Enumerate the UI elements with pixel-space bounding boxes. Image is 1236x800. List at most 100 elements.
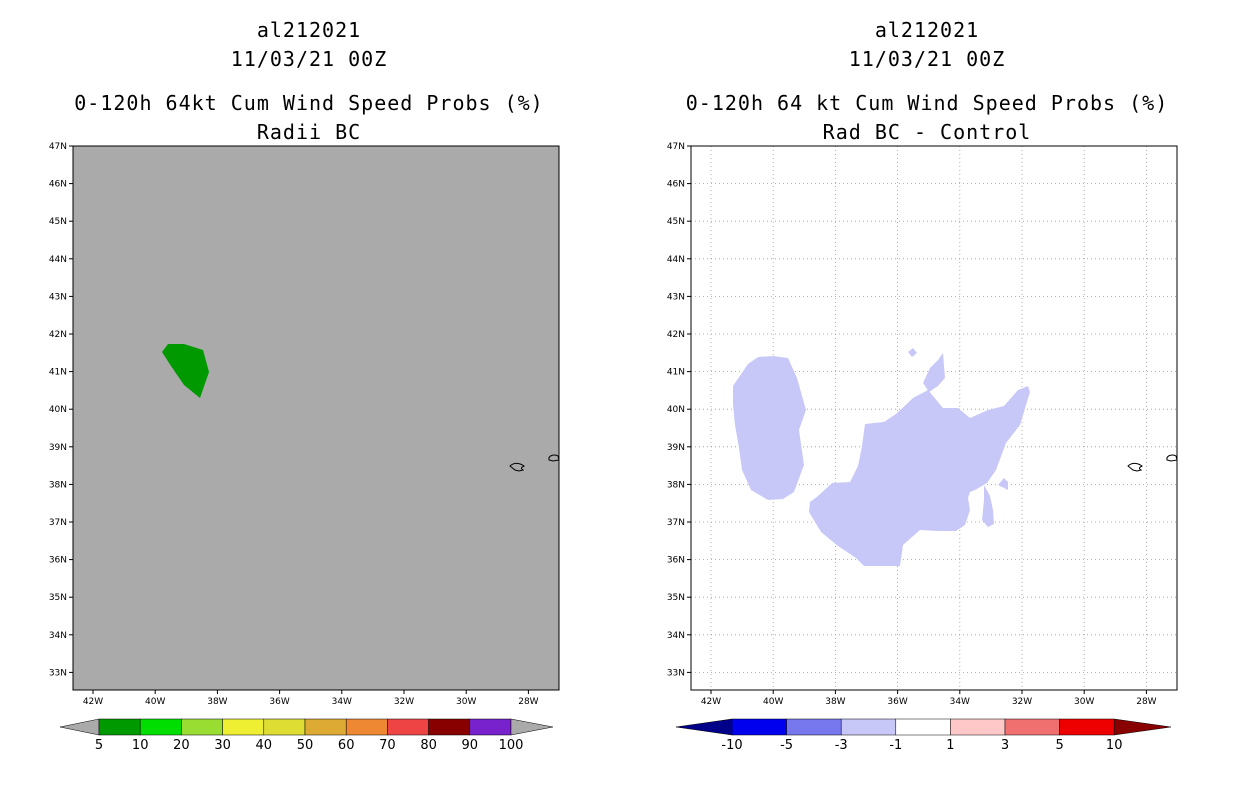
storm-id: al212021 [874, 18, 980, 42]
lat-label: 44N [667, 255, 685, 265]
date-time: 11/03/21 00Z [230, 47, 388, 71]
lat-label: 43N [49, 292, 67, 302]
island-coastline [548, 454, 560, 462]
colorbar-segment [895, 718, 951, 736]
lat-label: 37N [49, 518, 67, 528]
lon-label: 42W [83, 697, 103, 707]
lat-label: 45N [667, 217, 685, 227]
lat-label: 42N [667, 330, 685, 340]
lat-label: 47N [667, 142, 685, 152]
lon-label: 28W [1136, 697, 1156, 707]
colorbar-low-arrow [59, 718, 100, 736]
difference-area [733, 356, 806, 500]
lat-label: 46N [49, 180, 67, 190]
product-subtitle: Radii BC [256, 120, 362, 144]
right-colorbar: -10 -5 -3 -1 1 3 5 10 [675, 718, 1172, 753]
difference-area [998, 478, 1008, 490]
colorbar-low-arrow [675, 718, 733, 736]
difference-area [982, 485, 994, 527]
lon-label: 38W [207, 697, 227, 707]
lat-label: 42N [49, 330, 67, 340]
colorbar-label: 3 [1001, 738, 1009, 753]
lon-label: 36W [887, 697, 907, 707]
colorbar-label: 60 [338, 738, 355, 753]
colorbar-label: 90 [462, 738, 479, 753]
lon-label: 30W [456, 697, 476, 707]
product-title: 0-120h 64 kt Cum Wind Speed Probs (%) [685, 91, 1169, 115]
colorbar-label: 30 [214, 738, 231, 753]
colorbar-segment [98, 718, 141, 736]
lat-label: 39N [667, 443, 685, 453]
lat-label: 35N [667, 593, 685, 603]
difference-area [908, 348, 917, 357]
left-panel: al212021 11/03/21 00Z 0-120h 64kt Cum Wi… [49, 18, 560, 753]
lat-label: 45N [49, 217, 67, 227]
lat-label: 47N [49, 142, 67, 152]
lat-label: 38N [49, 480, 67, 490]
map-frame [72, 145, 560, 691]
lon-label: 32W [1012, 697, 1032, 707]
colorbar-label: 5 [1055, 738, 1063, 753]
lon-label: 30W [1074, 697, 1094, 707]
lon-label: 42W [701, 697, 721, 707]
colorbar-segment [222, 718, 265, 736]
colorbar-segment [387, 718, 429, 736]
colorbar-segment [731, 718, 787, 736]
map-frame [690, 145, 1178, 691]
lat-label: 37N [667, 518, 685, 528]
lon-label: 34W [950, 697, 970, 707]
difference-area [809, 386, 1030, 566]
colorbar-high-arrow [1113, 718, 1172, 736]
lon-label: 28W [518, 697, 538, 707]
lat-label: 39N [49, 443, 67, 453]
storm-id: al212021 [256, 18, 362, 42]
lat-label: 33N [49, 668, 67, 678]
colorbar-segment [840, 718, 897, 736]
colorbar-label: 10 [1106, 738, 1123, 753]
lat-label: 43N [667, 292, 685, 302]
lon-label: 36W [269, 697, 289, 707]
colorbar-segment [139, 718, 182, 736]
lat-label: 46N [667, 180, 685, 190]
colorbar-label: -10 [721, 738, 742, 753]
colorbar-segment [1004, 718, 1060, 736]
lon-label: 32W [394, 697, 414, 707]
colorbar-label: -1 [889, 738, 902, 753]
colorbar-segment [1059, 718, 1115, 736]
island-coastline [1127, 462, 1143, 472]
colorbar-segment [304, 718, 347, 736]
colorbar-segment [263, 718, 306, 736]
lat-label: 40N [49, 405, 67, 415]
lat-label: 36N [49, 556, 67, 566]
colorbar-segment [950, 718, 1006, 736]
colorbar-label: 40 [256, 738, 273, 753]
lat-label: 34N [667, 631, 685, 641]
product-title: 0-120h 64kt Cum Wind Speed Probs (%) [74, 91, 544, 115]
right-panel: al212021 11/03/21 00Z 0-120h 64 kt Cum W… [618, 0, 1236, 800]
left-colorbar: 5 10 20 30 40 50 60 70 80 90 100 [59, 718, 554, 753]
lat-label: 35N [49, 593, 67, 603]
colorbar-label: 70 [379, 738, 396, 753]
lat-label: 36N [667, 556, 685, 566]
island-coastline [509, 462, 525, 472]
date-time: 11/03/21 00Z [848, 47, 1006, 71]
colorbar-label: 100 [499, 738, 524, 753]
colorbar-label: 1 [946, 738, 954, 753]
colorbar-segment [469, 718, 512, 736]
lat-label: 41N [49, 368, 67, 378]
colorbar-segment [786, 718, 842, 736]
colorbar-segment [345, 718, 388, 736]
probability-area [162, 344, 209, 398]
colorbar-label: 80 [420, 738, 437, 753]
colorbar-segment [428, 718, 471, 736]
lat-label: 38N [667, 480, 685, 490]
right-map: 47N 46N 45N 44N 43N 42N 41N 40N 39N 38N 37N 36N 35N 3… [667, 142, 1178, 753]
lon-label: 40W [145, 697, 165, 707]
colorbar-high-arrow [510, 718, 554, 736]
lon-label: 40W [763, 697, 783, 707]
colorbar-segment [181, 718, 223, 736]
colorbar-label: 5 [95, 738, 103, 753]
lat-label: 33N [667, 668, 685, 678]
product-subtitle: Rad BC - Control [822, 120, 1032, 144]
lat-label: 40N [667, 405, 685, 415]
